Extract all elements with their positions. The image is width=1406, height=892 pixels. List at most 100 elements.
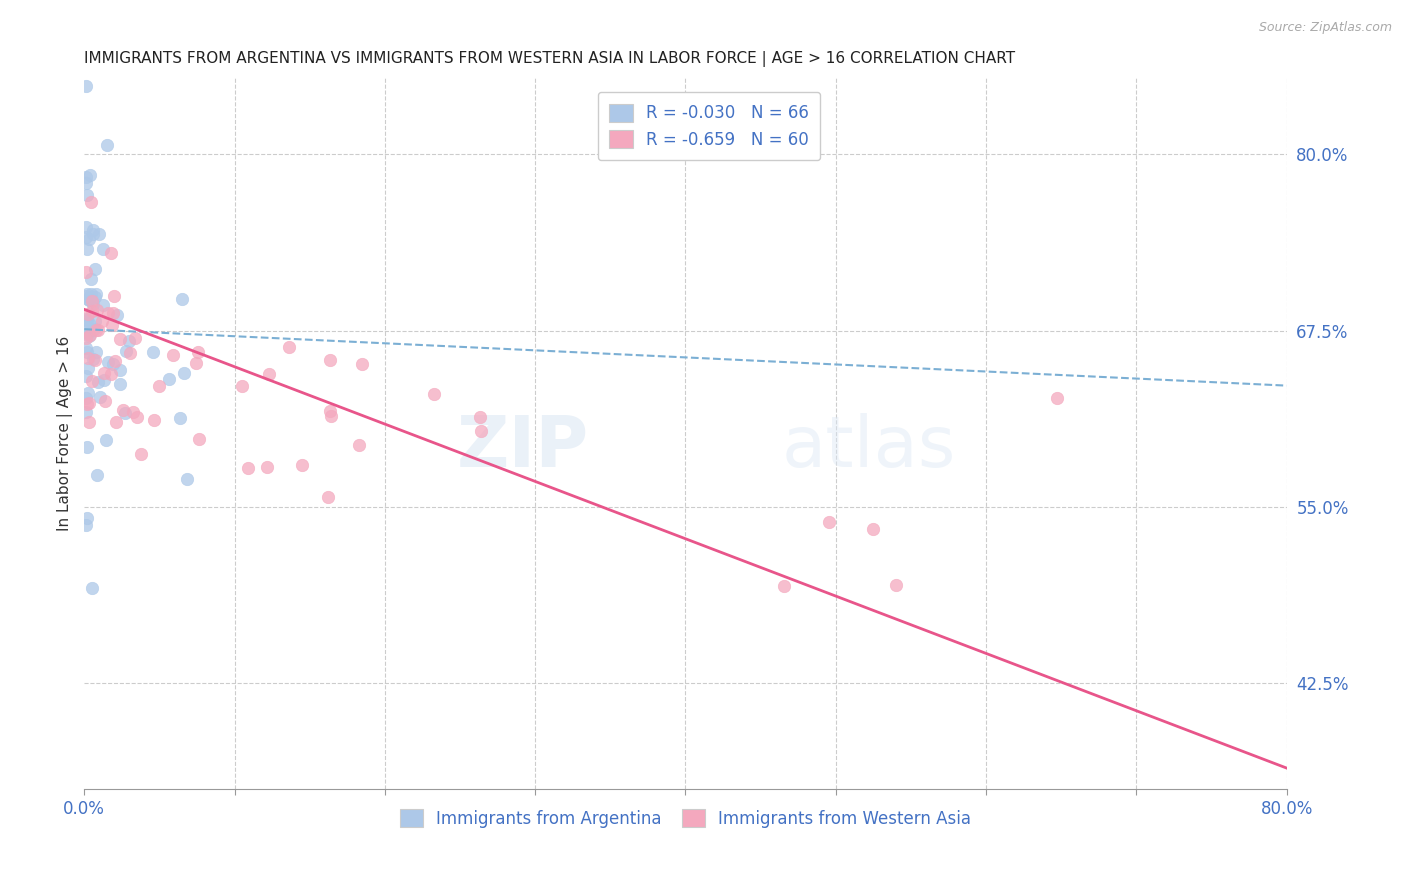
Point — [257, 367, 280, 381]
Point — [104, 353, 127, 368]
Point — [347, 438, 370, 452]
Point — [77, 326, 100, 340]
Point — [75, 341, 97, 355]
Point — [93, 373, 115, 387]
Point — [76, 313, 98, 327]
Point — [77, 329, 100, 343]
Point — [75, 230, 97, 244]
Point — [91, 314, 114, 328]
Point — [77, 385, 100, 400]
Point — [75, 369, 97, 384]
Point — [77, 360, 100, 375]
Point — [82, 223, 104, 237]
Point — [124, 331, 146, 345]
Point — [75, 220, 97, 235]
Point — [82, 374, 104, 388]
Point — [82, 352, 104, 367]
Point — [103, 306, 125, 320]
Point — [884, 578, 907, 592]
Point — [84, 262, 107, 277]
Point — [76, 286, 98, 301]
Point — [80, 581, 103, 595]
Point — [231, 379, 253, 393]
Text: Source: ZipAtlas.com: Source: ZipAtlas.com — [1258, 21, 1392, 34]
Point — [82, 297, 104, 311]
Point — [80, 286, 103, 301]
Point — [103, 289, 125, 303]
Y-axis label: In Labor Force | Age > 16: In Labor Force | Age > 16 — [58, 335, 73, 531]
Point — [96, 137, 118, 152]
Point — [93, 367, 115, 381]
Point — [83, 353, 105, 368]
Point — [94, 434, 117, 448]
Point — [112, 403, 135, 417]
Point — [84, 314, 107, 328]
Point — [97, 306, 120, 320]
Point — [86, 322, 108, 336]
Point — [470, 424, 492, 438]
Point — [108, 376, 131, 391]
Point — [423, 386, 446, 401]
Point — [173, 366, 195, 380]
Point — [316, 490, 339, 504]
Point — [75, 325, 97, 339]
Point — [75, 331, 97, 345]
Point — [162, 348, 184, 362]
Point — [94, 394, 117, 409]
Point — [75, 518, 97, 533]
Point — [77, 293, 100, 307]
Point — [122, 405, 145, 419]
Point — [75, 289, 97, 303]
Point — [75, 78, 97, 93]
Point — [76, 292, 98, 306]
Point — [76, 440, 98, 454]
Point — [129, 447, 152, 461]
Point — [79, 168, 101, 182]
Point — [100, 368, 122, 382]
Text: ZIP: ZIP — [457, 413, 589, 482]
Point — [89, 390, 111, 404]
Point — [77, 415, 100, 429]
Point — [79, 328, 101, 343]
Point — [84, 322, 107, 336]
Point — [470, 410, 492, 425]
Point — [76, 188, 98, 202]
Point — [77, 316, 100, 330]
Point — [105, 415, 128, 429]
Point — [91, 243, 114, 257]
Point — [142, 344, 165, 359]
Point — [176, 472, 198, 486]
Point — [114, 406, 136, 420]
Point — [157, 372, 180, 386]
Point — [77, 307, 100, 321]
Point — [77, 232, 100, 246]
Point — [83, 322, 105, 336]
Point — [817, 515, 839, 529]
Point — [100, 246, 122, 260]
Point — [169, 410, 191, 425]
Point — [75, 169, 97, 184]
Point — [86, 303, 108, 318]
Point — [82, 227, 104, 241]
Point — [97, 355, 120, 369]
Point — [319, 409, 342, 424]
Point — [87, 376, 110, 390]
Point — [277, 340, 299, 354]
Point — [75, 391, 97, 405]
Point — [76, 351, 98, 366]
Point — [110, 363, 132, 377]
Point — [148, 379, 170, 393]
Point — [75, 312, 97, 326]
Point — [80, 271, 103, 285]
Point — [120, 346, 142, 360]
Point — [76, 345, 98, 359]
Point — [75, 264, 97, 278]
Point — [80, 303, 103, 318]
Point — [108, 332, 131, 346]
Point — [84, 287, 107, 301]
Point — [101, 318, 124, 333]
Point — [79, 396, 101, 410]
Point — [76, 397, 98, 411]
Point — [87, 227, 110, 241]
Point — [143, 413, 166, 427]
